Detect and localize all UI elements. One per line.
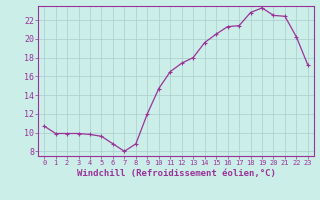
X-axis label: Windchill (Refroidissement éolien,°C): Windchill (Refroidissement éolien,°C) [76,169,276,178]
